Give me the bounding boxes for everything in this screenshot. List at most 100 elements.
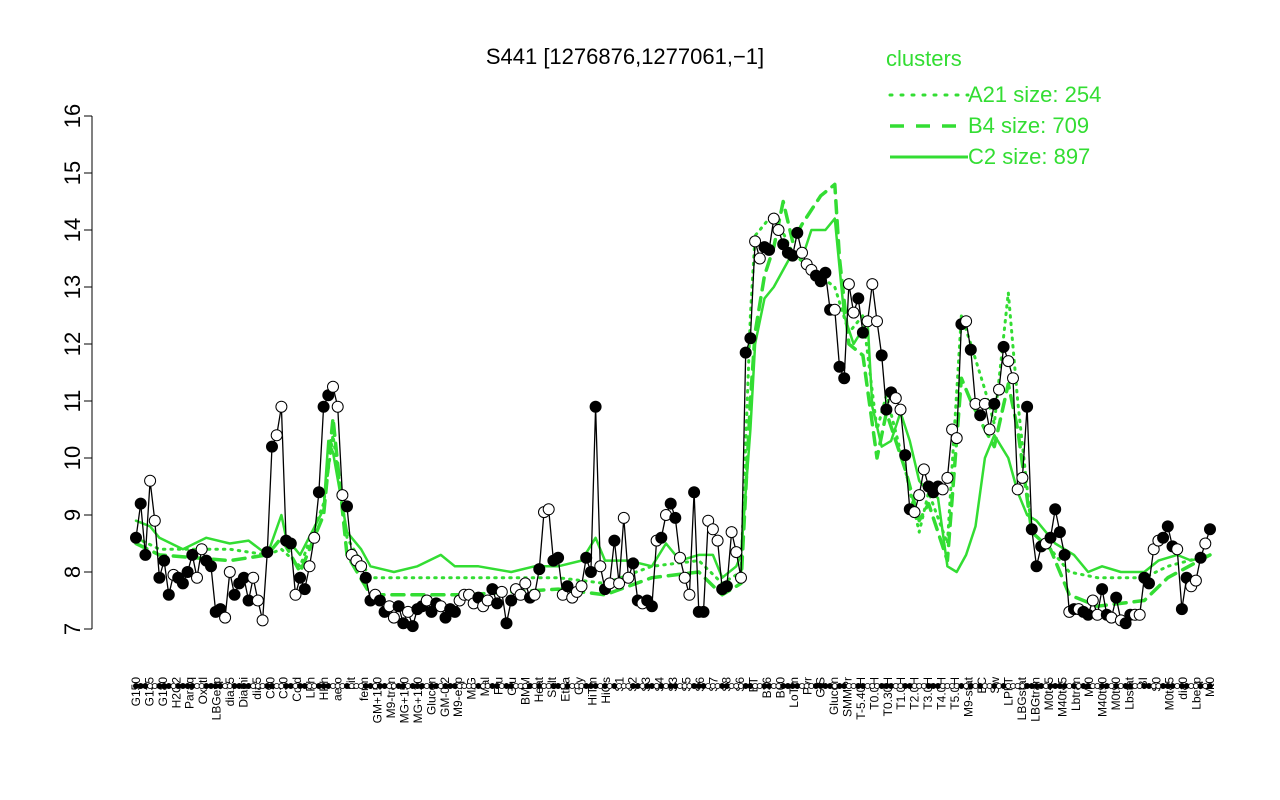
data-point bbox=[1025, 523, 1038, 536]
data-point bbox=[533, 563, 546, 576]
data-point bbox=[988, 397, 1001, 410]
data-point bbox=[1058, 548, 1071, 561]
x-tick-label: M0t90 bbox=[1109, 677, 1123, 711]
data-point bbox=[1171, 543, 1184, 556]
data-point bbox=[1053, 526, 1066, 539]
data-point bbox=[908, 506, 921, 519]
data-point bbox=[294, 571, 307, 584]
data-point bbox=[284, 537, 297, 550]
data-point bbox=[960, 315, 973, 328]
x-tick-label: Heat bbox=[532, 676, 546, 702]
data-point bbox=[130, 531, 142, 544]
data-point bbox=[889, 392, 902, 405]
chart-title: S441 [1276876,1277061,−1] bbox=[486, 44, 764, 69]
data-point bbox=[505, 594, 518, 607]
x-tick-label: HiTm bbox=[586, 677, 600, 706]
x-tick-label: T2.0H bbox=[908, 677, 922, 710]
expression-line bbox=[135, 216, 1211, 629]
data-point bbox=[144, 474, 157, 487]
data-point bbox=[993, 383, 1005, 396]
data-point bbox=[941, 471, 954, 484]
data-point bbox=[725, 526, 738, 539]
data-points bbox=[130, 212, 1216, 633]
data-point bbox=[561, 580, 574, 593]
data-point bbox=[1143, 577, 1155, 590]
data-point bbox=[871, 315, 883, 328]
data-point bbox=[894, 403, 907, 416]
data-point bbox=[148, 514, 161, 527]
data-point bbox=[589, 400, 602, 413]
x-tick-label: T5.0H bbox=[948, 677, 962, 710]
data-point bbox=[838, 372, 851, 385]
data-point bbox=[223, 566, 236, 578]
data-point bbox=[1044, 531, 1057, 544]
data-point bbox=[767, 212, 780, 225]
data-point bbox=[1175, 603, 1188, 616]
y-tick-label: 9 bbox=[60, 509, 85, 521]
legend-label-c2: C2 size: 897 bbox=[968, 144, 1090, 169]
y-axis: 7 8 9 10 11 12 13 14 15 16 bbox=[60, 104, 93, 635]
x-tick-label: ferm bbox=[357, 677, 371, 701]
x-tick-label: G180 bbox=[156, 677, 170, 707]
x-tick-label: Lbtran bbox=[1069, 677, 1083, 711]
x-rug bbox=[132, 683, 1214, 690]
cluster-line-c2 bbox=[134, 217, 1212, 579]
data-point bbox=[688, 486, 701, 499]
data-point bbox=[627, 557, 640, 570]
data-point bbox=[542, 503, 555, 516]
data-point bbox=[739, 346, 752, 359]
data-point bbox=[1030, 560, 1043, 573]
data-point bbox=[617, 511, 630, 524]
data-point bbox=[655, 531, 668, 544]
data-point bbox=[139, 548, 152, 561]
x-tick-label: T0.30H bbox=[881, 677, 895, 716]
x-tick-label: M40t90 bbox=[1096, 677, 1110, 717]
data-point bbox=[1161, 520, 1174, 533]
data-point bbox=[880, 403, 893, 416]
data-point bbox=[1007, 372, 1019, 385]
data-point bbox=[261, 546, 274, 559]
data-point bbox=[191, 571, 203, 584]
data-point bbox=[303, 560, 316, 573]
data-point bbox=[275, 400, 288, 413]
data-point bbox=[664, 497, 677, 510]
data-point bbox=[1199, 537, 1212, 550]
data-point bbox=[186, 548, 199, 561]
data-point bbox=[406, 620, 419, 633]
x-tick-label: LoTm bbox=[787, 677, 801, 708]
data-point bbox=[1110, 591, 1123, 604]
data-point bbox=[1016, 471, 1029, 484]
x-tick-label: BI bbox=[1136, 677, 1150, 688]
data-point bbox=[162, 588, 175, 601]
data-point bbox=[763, 243, 776, 256]
data-point bbox=[491, 597, 504, 610]
x-tick-label: HiOs bbox=[599, 677, 613, 704]
x-tick-label: H2O2 bbox=[169, 677, 183, 709]
data-point bbox=[256, 614, 269, 627]
x-tick-label: Oxctl bbox=[196, 677, 210, 704]
data-point bbox=[772, 224, 785, 236]
data-point bbox=[552, 551, 565, 564]
data-point bbox=[1086, 594, 1099, 607]
data-point bbox=[936, 483, 949, 496]
data-point bbox=[134, 497, 147, 510]
x-tick-label: M9-stat bbox=[961, 676, 975, 717]
data-point bbox=[1049, 503, 1062, 516]
data-point bbox=[528, 588, 541, 601]
data-point bbox=[613, 577, 626, 590]
x-tick-label: Diami bbox=[236, 677, 250, 708]
data-point bbox=[608, 534, 621, 547]
data-point bbox=[289, 588, 302, 601]
x-tick-label: SMMPr bbox=[841, 677, 855, 717]
rug-mark bbox=[1207, 683, 1214, 690]
x-tick-label: Glucon bbox=[424, 677, 438, 715]
data-point bbox=[158, 554, 171, 567]
x-tick-label: Paraq bbox=[183, 677, 197, 709]
data-point bbox=[219, 611, 232, 624]
data-point bbox=[205, 560, 217, 573]
data-point bbox=[917, 463, 930, 476]
x-tick-label: M9-tran bbox=[384, 677, 398, 718]
data-point bbox=[580, 551, 593, 564]
data-point bbox=[730, 546, 743, 559]
